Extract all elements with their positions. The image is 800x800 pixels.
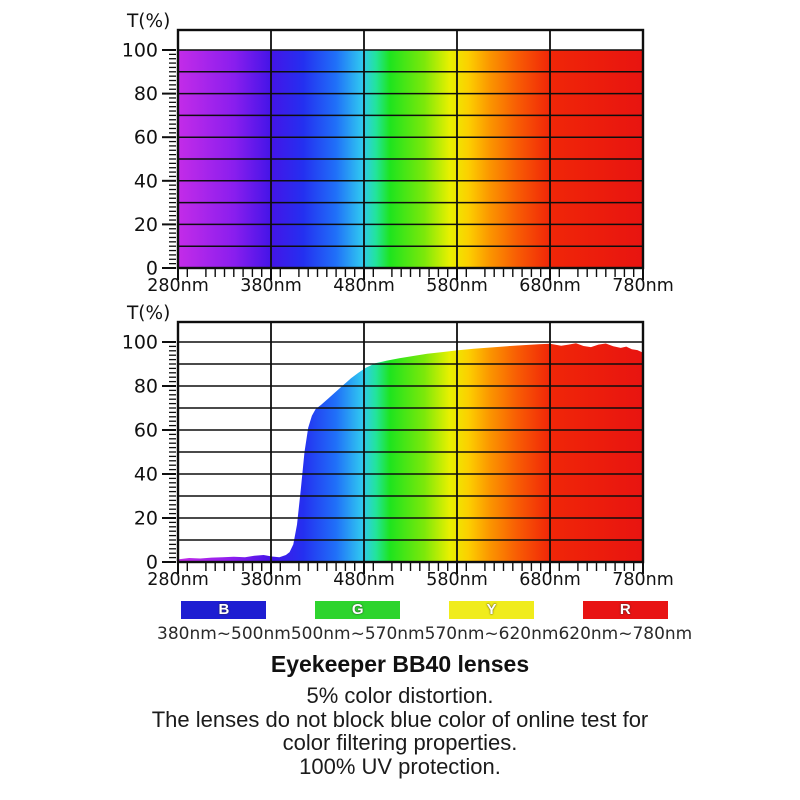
caption-line-2: The lenses do not block blue color of on… [151, 706, 649, 732]
caption-block: Eyekeeper BB40 lenses 5% color distortio… [0, 651, 800, 778]
y-tick-label: 40 [134, 464, 158, 486]
y-tick-label: 80 [134, 376, 158, 398]
legend-range-green: 500nm~570nm [290, 624, 425, 644]
y-tick-label: 80 [134, 83, 158, 105]
y-tick-label: 60 [134, 127, 158, 149]
y-tick-label: 100 [122, 332, 158, 354]
x-tick-label: 480nm [333, 276, 395, 296]
y-tick-label: 0 [146, 258, 158, 280]
legend-range-yellow: 570nm~620nm [424, 624, 559, 644]
legend-range-red: 620nm~780nm [558, 624, 693, 644]
legend-item-green: G 500nm~570nm [291, 601, 425, 644]
caption-line-4: 100% UV protection. [299, 753, 501, 779]
legend-range-blue: 380nm~500nm [157, 624, 291, 644]
x-tick-label: 280nm [147, 570, 209, 590]
x-tick-label: 380nm [240, 276, 302, 296]
y-tick-label: 100 [122, 40, 158, 62]
legend-letter-green: G [351, 601, 364, 618]
chart-full-visible-spectrum-reference: 0 20 40 60 80 100 280nm 380nm 480nm 580nm 680nm 780… [122, 11, 674, 296]
y-tick-label: 40 [134, 170, 158, 192]
legend-swatch-yellow: Y [449, 601, 535, 619]
x-tick-label: 280nm [147, 276, 209, 296]
x-tick-label: 580nm [426, 276, 488, 296]
product-title: Eyekeeper BB40 lenses [270, 651, 530, 677]
legend-swatch-green: G [315, 601, 401, 619]
caption-line-3: color filtering properties. [282, 730, 518, 755]
legend-swatch-red: R [582, 601, 668, 619]
x-tick-label: 780nm [612, 276, 674, 296]
x-tick-label: 580nm [426, 570, 488, 590]
legend-letter-red: R [619, 601, 631, 618]
wavelength-legend: B 380nm~500nm G 500nm~570nm Y 570nm~620n… [157, 601, 692, 644]
transmittance-charts: 0 20 40 60 80 100 280nm 380nm 480nm 580nm 680nm 780… [122, 11, 674, 590]
y-tick-label: 20 [134, 214, 158, 236]
legend-letter-yellow: Y [486, 601, 497, 618]
legend-item-yellow: Y 570nm~620nm [424, 601, 559, 644]
y-tick-label: 0 [146, 552, 158, 574]
legend-swatch-blue: B [181, 601, 267, 619]
y-axis-title: T(%) [126, 303, 170, 324]
x-tick-label: 380nm [240, 570, 302, 590]
legend-item-red: R 620nm~780nm [558, 601, 692, 644]
x-tick-label: 680nm [519, 276, 581, 296]
chart-bb40-lens-transmittance: 0 20 40 60 80 100 280nm 380nm 480nm 580nm 680nm 780… [122, 303, 674, 590]
x-tick-label: 780nm [612, 570, 674, 590]
y-tick-label: 60 [134, 420, 158, 442]
legend-item-blue: B 380nm~500nm [157, 601, 291, 644]
y-axis-title: T(%) [126, 11, 170, 32]
x-tick-label: 680nm [519, 570, 581, 590]
x-tick-label: 480nm [333, 570, 395, 590]
y-tick-label: 20 [134, 508, 158, 530]
caption-line-1: 5% color distortion. [306, 683, 494, 708]
legend-letter-blue: B [218, 601, 230, 618]
